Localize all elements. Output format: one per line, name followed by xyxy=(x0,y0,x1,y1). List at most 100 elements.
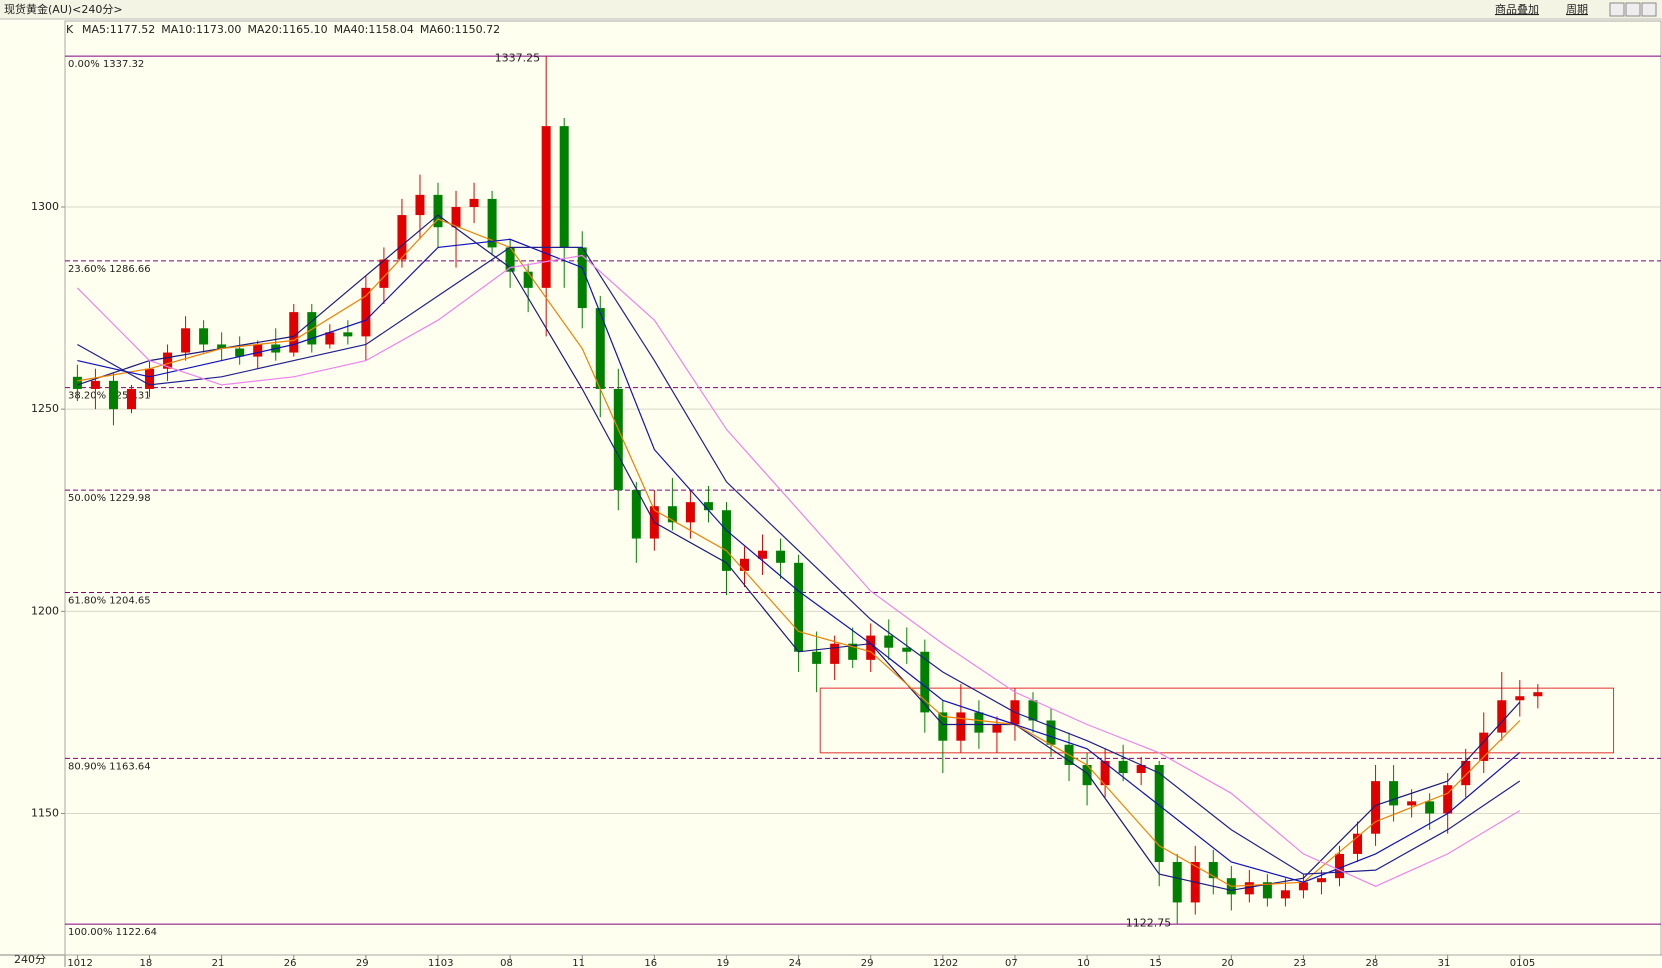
candle-body xyxy=(794,562,804,652)
fib-label: 23.60% 1286.66 xyxy=(68,264,151,275)
candle-body xyxy=(685,502,695,523)
ma-line xyxy=(77,238,1521,883)
candle-body xyxy=(289,312,299,353)
y-tick-label: 1150 xyxy=(31,806,59,819)
window-buttons[interactable] xyxy=(1609,2,1657,17)
candle-body xyxy=(451,206,461,228)
candle-body xyxy=(1262,882,1272,899)
candle-body xyxy=(667,506,677,523)
candle-body xyxy=(613,388,623,491)
candle-body xyxy=(1208,862,1218,879)
candle-body xyxy=(758,550,768,559)
period-label: 240分 xyxy=(14,953,46,966)
prev-button[interactable] xyxy=(1609,2,1625,17)
candle-body xyxy=(199,328,209,345)
candle-body xyxy=(1335,853,1344,879)
candle-body xyxy=(631,490,641,539)
x-tick-label: 29 xyxy=(356,958,369,968)
x-tick-label: 29 xyxy=(861,958,874,968)
x-tick-label: 11 xyxy=(572,958,585,968)
legend-entry: MA20:1165.10 xyxy=(247,23,327,36)
fib-label: 50.00% 1229.98 xyxy=(68,493,151,504)
candle-body xyxy=(1425,801,1435,814)
x-tick-label: 26 xyxy=(284,958,297,968)
candle-body xyxy=(1533,692,1543,697)
ma-line xyxy=(76,254,1521,887)
candle-body xyxy=(181,328,191,353)
candle-body xyxy=(848,643,858,660)
max-button[interactable] xyxy=(1641,2,1657,17)
candle-body xyxy=(307,312,317,345)
candle-body xyxy=(703,502,713,511)
candle-body xyxy=(433,194,443,228)
x-tick-label: 0105 xyxy=(1510,958,1535,968)
candle-body xyxy=(866,635,876,660)
candle-body xyxy=(1172,862,1182,903)
candle-body xyxy=(379,259,389,288)
y-tick-label: 1300 xyxy=(31,200,59,213)
x-tick-label: 28 xyxy=(1366,958,1379,968)
candle-body xyxy=(884,635,894,648)
candle-body xyxy=(523,271,533,288)
fib-label: 61.80% 1204.65 xyxy=(68,596,151,607)
candle-body xyxy=(812,651,822,664)
candle-body xyxy=(577,247,587,309)
candle-body xyxy=(1118,760,1128,774)
candle-body xyxy=(1136,764,1146,774)
candle-body xyxy=(1046,720,1056,745)
candle-body xyxy=(126,388,136,410)
candle-body xyxy=(217,344,227,349)
candle-body xyxy=(1479,732,1489,761)
next-button[interactable] xyxy=(1625,2,1641,17)
x-tick-label: 07 xyxy=(1005,958,1018,968)
candle-body xyxy=(1353,833,1363,854)
candle-body xyxy=(145,368,155,389)
candle-body xyxy=(163,352,173,369)
candle-body xyxy=(325,332,335,345)
fib-label: 80.90% 1163.64 xyxy=(68,761,151,772)
candle-body xyxy=(253,344,263,357)
x-tick-label: 1012 xyxy=(67,958,92,968)
candle-body xyxy=(776,550,786,563)
legend-entry: MA60:1150.72 xyxy=(420,23,500,36)
candle-body xyxy=(1244,882,1254,895)
x-tick-label: 08 xyxy=(500,958,513,968)
candle-body xyxy=(235,348,245,357)
low-annotation: 1122.75 xyxy=(1126,917,1172,930)
candle-body xyxy=(487,198,497,248)
candle-body xyxy=(343,332,353,337)
candle-body xyxy=(740,558,750,571)
page-title: 现货黄金(AU)<240分> xyxy=(4,2,123,16)
x-tick-label: 21 xyxy=(212,958,225,968)
legend-entry: MA5:1177.52 xyxy=(82,23,155,36)
x-tick-label: 19 xyxy=(716,958,729,968)
candle-body xyxy=(1407,801,1417,806)
candle-body xyxy=(72,376,82,389)
x-tick-label: 20 xyxy=(1221,958,1234,968)
y-tick-label: 1200 xyxy=(31,604,59,617)
candle-body xyxy=(361,287,371,337)
overlay-button[interactable]: 商品叠加 xyxy=(1495,2,1539,16)
candle-body xyxy=(1100,760,1110,786)
candle-body xyxy=(1280,890,1290,899)
candle-body xyxy=(397,215,407,260)
candle-body xyxy=(1154,764,1164,863)
candle-body xyxy=(830,643,840,664)
candle-body xyxy=(974,712,984,733)
period-button[interactable]: 周期 xyxy=(1566,3,1588,16)
x-tick-label: 24 xyxy=(789,958,802,968)
x-tick-label: 23 xyxy=(1293,958,1306,968)
legend-entry: MA40:1158.04 xyxy=(334,23,414,36)
candle-body xyxy=(1371,781,1381,834)
candle-body xyxy=(469,198,479,207)
candle-body xyxy=(595,308,605,389)
candle-body xyxy=(938,712,948,741)
indicator-name: K xyxy=(66,23,74,36)
candle-body xyxy=(1082,764,1092,786)
candle-body xyxy=(108,380,118,410)
x-tick-label: 10 xyxy=(1077,958,1090,968)
candle-body xyxy=(1461,760,1471,786)
candle-body xyxy=(902,647,912,652)
